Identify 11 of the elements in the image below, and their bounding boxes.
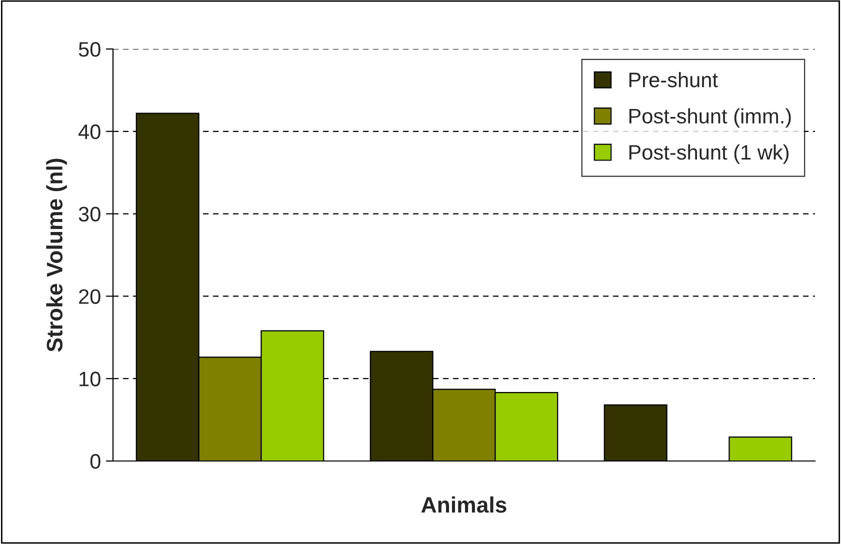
y-axis-title: Stroke Volume (nl) — [46, 158, 67, 352]
y-tick-label: 10 — [80, 372, 100, 386]
y-tick-label: 0 — [90, 454, 100, 469]
legend-label: Post-shunt (1 wk) — [629, 144, 789, 164]
y-tick-label: 20 — [79, 289, 100, 304]
y-tick-label: 50 — [78, 42, 100, 57]
x-axis-title: Animals — [421, 496, 506, 513]
legend-label: Post-shunt (imm.) — [629, 108, 791, 128]
legend-label: Pre-shunt — [629, 72, 718, 88]
y-tick-label: 40 — [78, 124, 100, 140]
y-tick-label: 30 — [78, 206, 100, 222]
